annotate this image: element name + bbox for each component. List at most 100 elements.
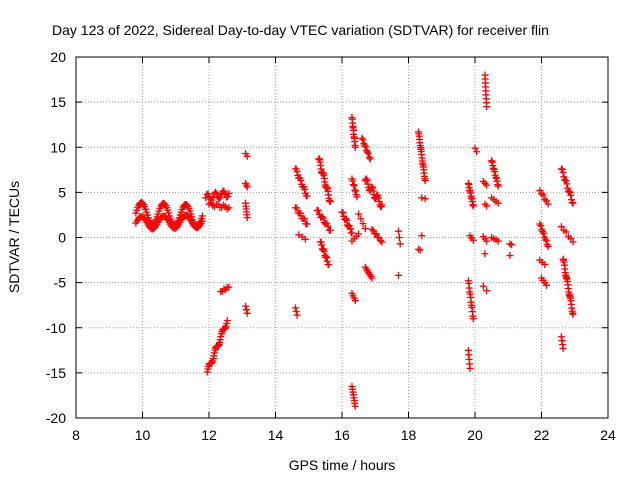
data-point (536, 187, 544, 195)
data-point (303, 220, 311, 228)
data-point (368, 183, 376, 191)
data-point (225, 189, 233, 197)
data-point (369, 187, 377, 195)
data-point (355, 230, 363, 238)
series-seg-21 (506, 240, 516, 260)
data-point (352, 187, 360, 195)
data-point (567, 191, 575, 199)
y-axis-label: SDTVAR / TECUs (6, 181, 22, 293)
data-point (471, 144, 479, 152)
data-point (293, 311, 301, 319)
series-seg-13 (242, 150, 251, 317)
data-point (362, 143, 370, 151)
y-tick-label: 20 (50, 49, 66, 65)
y-tick-label: 0 (58, 230, 66, 246)
data-point (297, 176, 305, 184)
data-point (364, 150, 372, 158)
data-point (243, 152, 251, 160)
data-point (342, 215, 350, 223)
data-point (378, 201, 386, 209)
data-point (559, 345, 567, 353)
data-point (324, 222, 332, 230)
data-point (365, 153, 373, 161)
x-tick-label: 22 (534, 427, 550, 443)
y-tick-label: -20 (46, 410, 66, 426)
data-point (359, 136, 367, 144)
data-point (473, 148, 481, 156)
data-point (537, 222, 545, 230)
data-point (481, 250, 489, 258)
data-point (303, 192, 311, 200)
data-point (363, 177, 371, 185)
data-point (483, 181, 491, 189)
data-point (242, 306, 250, 314)
data-point (483, 287, 491, 295)
data-point (325, 261, 333, 269)
series-seg-16.3 (338, 113, 363, 410)
x-axis-label: GPS time / hours (289, 457, 396, 473)
ticks (75, 56, 609, 419)
data-point (351, 297, 359, 305)
data-point (469, 202, 477, 210)
data-point (343, 216, 351, 224)
data-point (223, 317, 231, 325)
x-tick-label: 18 (401, 427, 417, 443)
data-point (395, 227, 403, 235)
data-point (359, 220, 367, 228)
data-point (421, 177, 429, 185)
x-tick-label: 10 (135, 427, 151, 443)
data-point (540, 229, 548, 237)
x-tick-label: 14 (268, 427, 284, 443)
data-point (366, 155, 374, 163)
data-point (544, 200, 552, 208)
data-point (292, 308, 300, 316)
series-seg-12-descent (203, 283, 233, 376)
data-point (358, 134, 366, 142)
data-point (544, 243, 552, 251)
data-point (353, 193, 361, 201)
data-point (301, 215, 309, 223)
data-point (563, 180, 571, 188)
x-tick-label: 16 (334, 427, 350, 443)
data-point (376, 237, 384, 245)
data-point (395, 271, 403, 279)
data-point (364, 180, 372, 188)
data-point (361, 224, 369, 232)
data-point (396, 240, 404, 248)
data-point (494, 199, 502, 207)
x-tick-label: 12 (201, 427, 217, 443)
data-point (541, 261, 549, 269)
data-point (355, 210, 363, 218)
data-point (421, 195, 429, 203)
data-point (318, 213, 326, 221)
data-point (215, 195, 223, 203)
y-tick-label: 15 (50, 94, 66, 110)
data-point (416, 246, 424, 254)
data-point (361, 141, 369, 149)
series-cluster-10-11.5-low (132, 211, 206, 233)
data-points (132, 71, 577, 410)
data-point (301, 186, 309, 194)
data-point (319, 214, 327, 222)
data-point (368, 274, 376, 282)
series-seg-18.4 (414, 128, 429, 254)
series-seg-20.6 (488, 157, 502, 245)
data-point (293, 167, 301, 175)
data-point (349, 181, 357, 189)
data-point (351, 402, 359, 410)
data-point (211, 188, 219, 196)
data-point (559, 168, 567, 176)
data-point (243, 309, 251, 317)
data-point (469, 315, 477, 323)
series-seg-12-upper (202, 187, 233, 213)
data-point (542, 281, 550, 289)
series-seg-20.3 (479, 71, 491, 295)
data-point (351, 143, 359, 151)
data-point (479, 282, 487, 290)
data-point (243, 183, 251, 191)
data-point (541, 196, 549, 204)
data-point (368, 225, 376, 233)
data-point (506, 252, 514, 260)
data-point (569, 238, 577, 246)
